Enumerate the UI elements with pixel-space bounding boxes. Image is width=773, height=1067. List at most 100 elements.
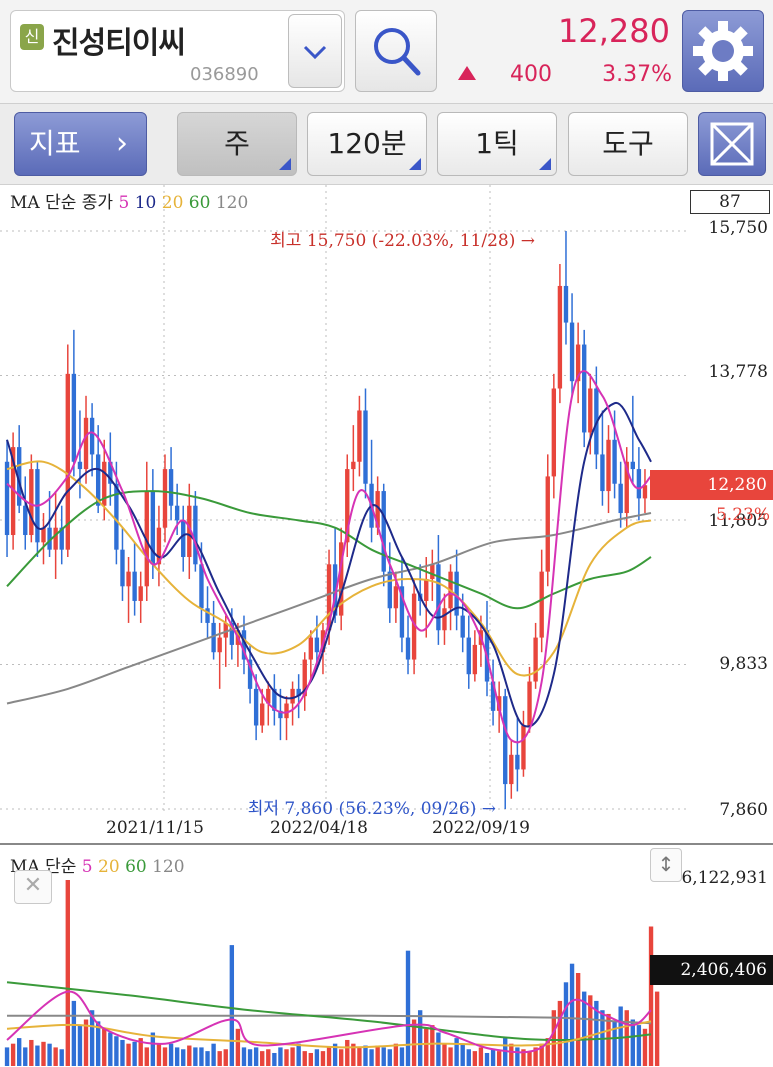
volume-bar	[339, 1049, 344, 1066]
interval-120min-button[interactable]: 120분	[307, 112, 427, 176]
candle-body	[260, 703, 265, 726]
volume-bar	[162, 1047, 168, 1066]
volume-bar	[509, 1043, 514, 1066]
candle-body	[266, 688, 271, 704]
candle-body	[326, 564, 332, 631]
settings-button[interactable]	[682, 10, 764, 92]
search-button[interactable]	[355, 10, 437, 92]
candle	[168, 447, 174, 521]
legend-vol-ma20: 20	[98, 857, 120, 877]
candle-body	[563, 285, 569, 323]
volume-bar	[405, 950, 411, 1066]
volume-bar	[138, 1038, 143, 1066]
candle	[569, 293, 575, 396]
candle	[65, 344, 70, 557]
volume-bar	[126, 1043, 131, 1066]
candle-body	[53, 527, 58, 550]
candle	[71, 329, 77, 477]
period-week-button[interactable]: 주	[177, 112, 297, 176]
volume-bar	[132, 1041, 137, 1066]
candle	[89, 403, 95, 477]
candle-body	[533, 637, 538, 682]
candle-body	[411, 593, 417, 660]
volume-bar	[247, 1049, 253, 1066]
candle-body	[424, 578, 429, 601]
candle	[575, 322, 581, 404]
y-tick-label: 15,750	[708, 218, 768, 238]
candle-body	[363, 410, 368, 484]
legend-ma60: 60	[188, 193, 211, 213]
volume-bar	[174, 1047, 180, 1066]
candle-body	[436, 564, 441, 631]
volume-bar	[442, 1043, 447, 1066]
indicator-label: 지표	[29, 127, 81, 160]
candle-body	[393, 586, 399, 609]
current-price-tag: 12,280	[650, 470, 773, 500]
candle-body	[624, 461, 629, 514]
candle	[363, 388, 368, 499]
candle	[284, 696, 289, 741]
stock-dropdown-button[interactable]	[288, 14, 342, 88]
candle-body	[247, 659, 253, 689]
volume-bar	[181, 1049, 186, 1066]
candle-body	[156, 527, 162, 565]
volume-bar	[472, 1051, 478, 1066]
candle-body	[4, 461, 10, 536]
volume-chart[interactable]	[0, 846, 773, 1067]
price-legend-prefix: MA 단순 종가	[10, 193, 114, 213]
volume-bar	[59, 1049, 64, 1066]
volume-bar	[120, 1039, 125, 1066]
candle	[600, 410, 605, 506]
candle	[83, 395, 89, 484]
candle	[624, 447, 629, 528]
candle-body	[314, 637, 320, 653]
candle	[424, 556, 429, 638]
corner-triangle-icon	[409, 158, 421, 170]
candle	[466, 615, 471, 689]
y-tick-label: 11,805	[708, 511, 768, 531]
volume-bar	[272, 1052, 277, 1066]
candle	[345, 454, 350, 557]
candle	[41, 513, 46, 565]
vol-ma5-line	[6, 990, 652, 1054]
volume-bar	[430, 1025, 435, 1066]
candle	[557, 263, 563, 404]
gear-icon	[693, 21, 753, 81]
x-tick-label: 2021/11/15	[106, 818, 204, 838]
volume-bar	[363, 1045, 368, 1066]
candle	[582, 329, 587, 448]
candle	[17, 425, 22, 514]
candle-body	[600, 454, 605, 492]
volume-bar	[351, 1043, 356, 1066]
tick-button[interactable]: 1틱	[437, 112, 557, 176]
volume-bar	[557, 1000, 563, 1066]
volume-bar	[399, 1047, 405, 1066]
current-price: 12,280	[558, 12, 670, 50]
candle-body	[241, 630, 247, 660]
tools-button[interactable]: 도구	[568, 112, 688, 176]
candle-body	[174, 505, 180, 521]
indicator-button[interactable]: 지표 ›	[14, 112, 147, 176]
expand-button[interactable]	[698, 112, 766, 176]
candle-body	[405, 637, 411, 660]
candle-body	[618, 483, 623, 514]
candle	[515, 718, 520, 792]
candle-body	[569, 322, 575, 382]
candle	[4, 439, 10, 557]
volume-bar	[630, 1019, 635, 1066]
current-change-tag: 5.23%	[715, 505, 770, 525]
candle	[290, 681, 295, 726]
candle-body	[399, 586, 405, 638]
close-icon[interactable]: ✕	[14, 870, 52, 904]
price-legend: MA 단순 종가 5 10 20 60 120	[10, 188, 248, 213]
volume-bar	[229, 945, 235, 1066]
candle-body	[71, 373, 77, 462]
volume-bar	[521, 1049, 526, 1066]
candle-body	[466, 637, 471, 675]
candle-body	[472, 644, 478, 675]
candle-body	[284, 703, 289, 719]
price-chart[interactable]	[0, 185, 773, 845]
candle	[539, 549, 544, 653]
resize-icon[interactable]: ↕	[650, 848, 682, 882]
candle-body	[162, 469, 168, 528]
